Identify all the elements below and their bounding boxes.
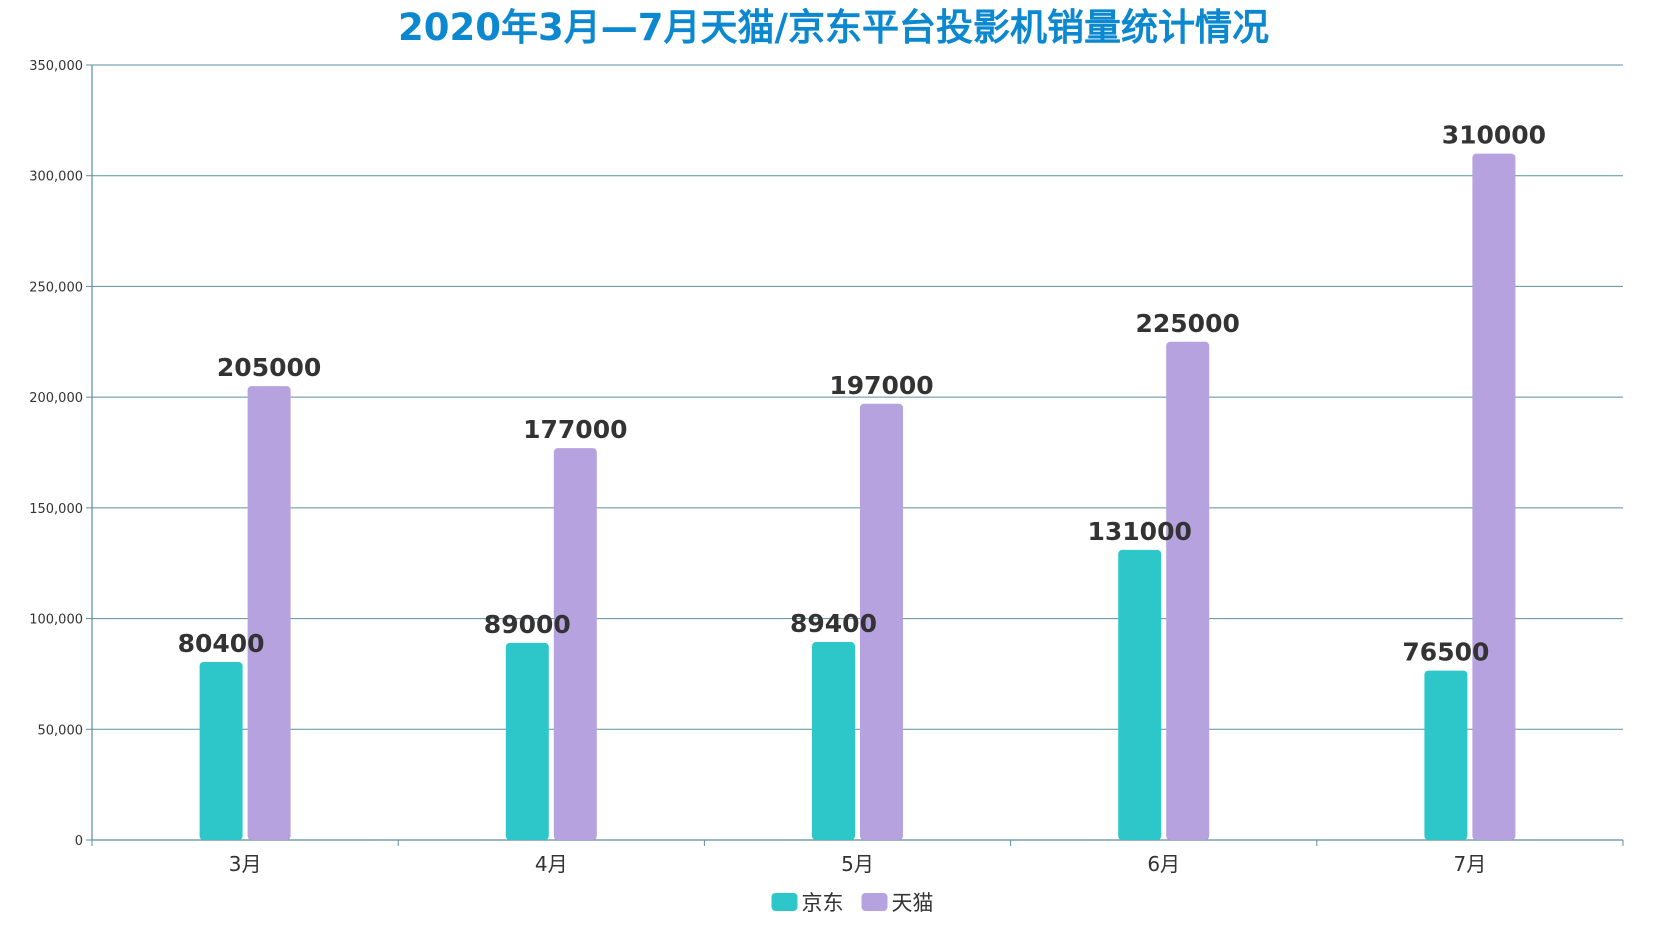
- data-label: 131000: [1088, 517, 1192, 546]
- bar-jd: [1118, 549, 1162, 840]
- chart-title: 2020年3月—7月天猫/京东平台投影机销量统计情况: [398, 6, 1269, 49]
- legend-label: 京东: [802, 891, 844, 915]
- x-tick-label: 6月: [1147, 852, 1180, 876]
- y-tick-label: 150,000: [29, 502, 83, 517]
- data-label: 225000: [1136, 309, 1240, 338]
- bar-jd: [505, 642, 549, 840]
- bar-tmall: [1166, 341, 1210, 840]
- legend-item-jd[interactable]: 京东: [771, 891, 844, 915]
- data-label: 205000: [217, 353, 321, 382]
- x-tick-label: 4月: [535, 852, 568, 876]
- data-label: 80400: [178, 629, 265, 658]
- data-label: 197000: [829, 371, 933, 400]
- x-tick-label: 3月: [229, 852, 262, 876]
- bar-jd: [1424, 670, 1468, 840]
- legend-item-tmall[interactable]: 天猫: [861, 891, 934, 915]
- y-tick-label: 50,000: [38, 723, 84, 738]
- x-tick-label: 7月: [1454, 852, 1487, 876]
- y-tick-label: 100,000: [29, 613, 83, 628]
- bar-tmall: [860, 403, 903, 840]
- y-tick-label: 250,000: [29, 280, 83, 295]
- data-label: 310000: [1442, 121, 1546, 150]
- bar-jd: [199, 661, 243, 840]
- y-tick-label: 300,000: [29, 170, 83, 185]
- legend-swatch: [771, 893, 798, 911]
- y-tick-label: 350,000: [29, 59, 83, 74]
- bar-tmall: [553, 448, 597, 840]
- y-tick-label: 0: [75, 834, 83, 849]
- legend[interactable]: 京东 天猫: [771, 891, 934, 915]
- grid-lines: [92, 64, 1623, 730]
- data-label: 76500: [1402, 638, 1489, 667]
- data-labels: 80400 205000 89000 177000 89400 197000 131000 2…: [178, 121, 1546, 667]
- data-label: 177000: [523, 415, 627, 444]
- axes: 0 50,000 100,000 150,000 200,000 250,000 300,0…: [29, 59, 1624, 876]
- bar-tmall: [1472, 153, 1516, 841]
- legend-label: 天猫: [892, 891, 934, 915]
- y-tick-label: 200,000: [29, 391, 83, 406]
- bar-jd: [812, 642, 855, 840]
- data-label: 89000: [484, 610, 571, 639]
- bar-tmall: [247, 386, 291, 840]
- x-tick-label: 5月: [841, 852, 874, 876]
- bars: [199, 153, 1516, 841]
- legend-swatch: [861, 893, 888, 911]
- data-label: 89400: [790, 609, 877, 638]
